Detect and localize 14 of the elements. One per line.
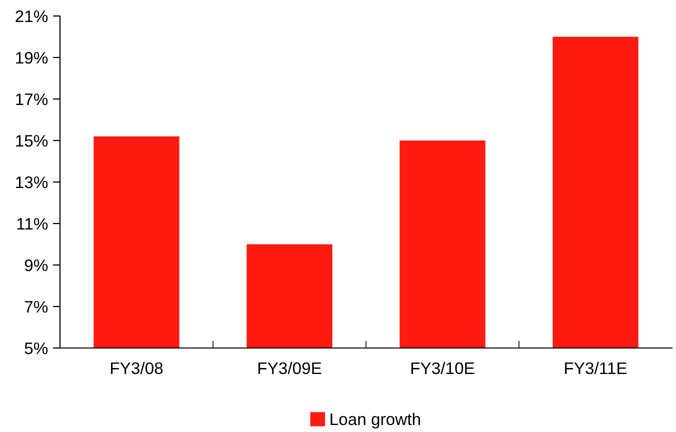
y-tick-label: 19% [16, 52, 48, 64]
y-tick-label: 15% [16, 134, 48, 147]
x-tick-label: FY3/11E [565, 362, 627, 374]
y-tick-label: 11% [17, 218, 48, 230]
y-tick-label: 21% [16, 10, 48, 22]
y-tick-label: 13% [16, 176, 48, 188]
x-tick-label: FY3/08 [111, 362, 163, 374]
y-tick-label: 7% [24, 300, 48, 313]
y-tick-label: 17% [16, 93, 48, 106]
x-tick-label: FY3/10E [411, 362, 474, 374]
y-tick-label: 9% [24, 259, 48, 272]
legend-label: Loan growth [330, 412, 420, 428]
x-tick-label: FY3/09E [258, 362, 322, 374]
y-tick-label: 5% [24, 342, 48, 354]
